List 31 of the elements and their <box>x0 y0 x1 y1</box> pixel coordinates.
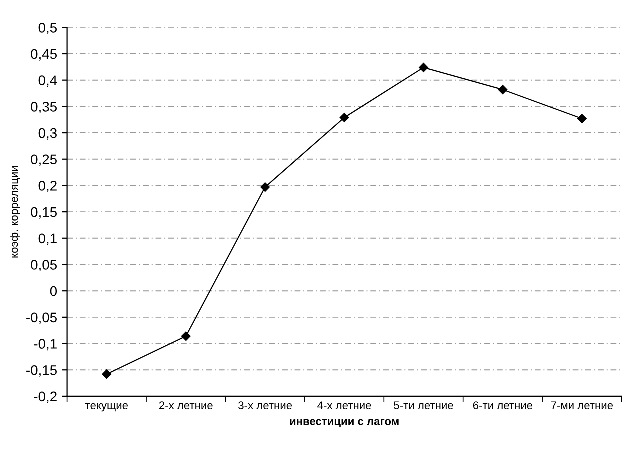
y-tick-label: -0,05 <box>26 312 58 324</box>
y-tick-label: 0 <box>50 286 58 296</box>
point <box>260 182 270 192</box>
y-tick-label: 0,05 <box>31 260 58 272</box>
point <box>498 85 508 94</box>
point <box>419 63 428 72</box>
y-tick-label: 0,1 <box>38 234 57 246</box>
x-tick-label: текущие <box>85 403 128 412</box>
x-tick-label: 6-ти летние <box>473 402 533 410</box>
y-tick-label: 0,25 <box>31 154 58 166</box>
point <box>340 113 350 122</box>
x-axis-title: инвестиции с лагом <box>290 419 399 428</box>
x-tick-label: 2-х летние <box>159 402 213 410</box>
point <box>102 370 112 379</box>
y-tick-label: -0,2 <box>34 392 57 404</box>
x-tick-label: 7-ми летние <box>551 402 614 410</box>
x-tick-label: 3-х летние <box>238 402 292 410</box>
y-tick-label: 0,35 <box>31 102 58 114</box>
y-tick-label: -0,15 <box>26 365 58 377</box>
y-tick-label: 0,4 <box>38 76 58 88</box>
y-tick-label: 0,5 <box>38 22 57 34</box>
y-tick-label: 0,15 <box>31 207 58 219</box>
y-tick-label: 0,2 <box>38 181 57 193</box>
y-tick-label: 0,45 <box>31 49 58 61</box>
x-tick-label: 4-х летние <box>318 402 372 410</box>
x-tick-label: 5-ти летние <box>394 402 454 410</box>
y-tick-label: 0,3 <box>38 128 57 140</box>
point <box>181 332 191 342</box>
point <box>578 114 587 124</box>
y-tick-label: -0,1 <box>34 339 57 351</box>
y-axis-title: коэф. корреляции <box>10 166 20 258</box>
